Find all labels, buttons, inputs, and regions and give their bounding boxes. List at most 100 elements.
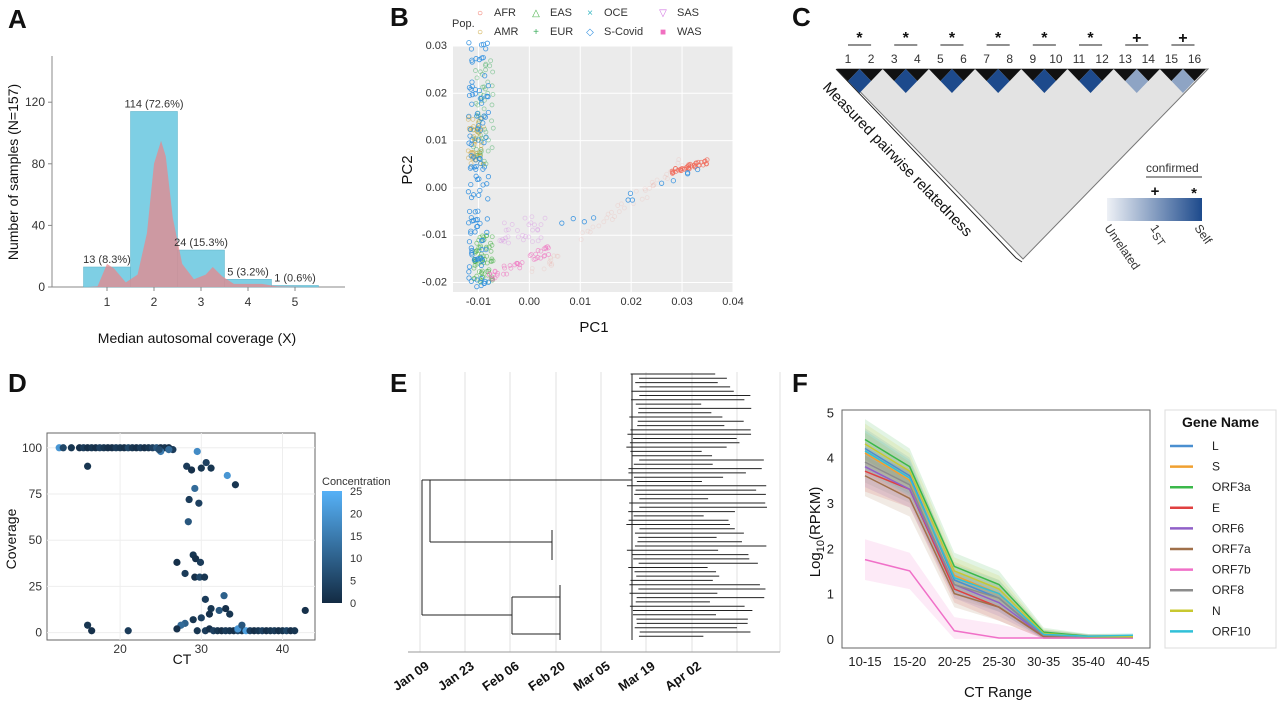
e-xtick-3: Feb 20 [525,658,567,694]
b-point-s-covid [483,46,489,52]
b-point-eur [489,118,494,124]
b-point-afr-trail [548,257,554,263]
b-point-s-covid-scatter [685,170,691,176]
d-point-2 [67,444,75,452]
a-x-label: Median autosomal coverage (X) [98,330,296,346]
f-line-ORF7b [864,558,1133,639]
f-y-label: Log10(RPKM) [807,487,827,578]
d-point-63 [193,627,201,635]
b-point-afr-trail [579,230,585,236]
b-point-s-covid [478,262,485,268]
f-ytick-3: 3 [827,496,834,511]
e-xtick-4: Mar 05 [570,658,612,694]
b-point-sas [501,238,507,244]
d-point-36 [207,464,215,472]
b-point-amr [471,142,477,148]
b-point-eas [486,244,492,250]
f-band-ORF7b [865,539,1133,639]
c-black-tri-5-0 [1067,69,1091,81]
c-pair-symbol-7: + [1178,30,1187,47]
b-point-s-covid [465,189,472,195]
c-index-15: 15 [1165,52,1179,66]
a-xtick-label-3: 3 [198,295,205,309]
a-xtick-label-1: 1 [104,295,111,309]
b-point-eas [484,253,490,259]
b-point-sas [501,220,507,226]
b-point-s-covid [474,216,481,223]
b-point-s-covid-scatter [695,166,701,173]
d-point-89 [238,621,246,629]
b-point-eas [476,248,482,254]
f-band-L [865,428,1133,639]
b-point-afr-trail [616,209,622,215]
d-legend-tick-10: 10 [350,553,362,565]
b-point-s-covid [485,174,492,180]
b-legend-label-AFR: AFR [494,7,516,19]
b-point-afr-trail [547,259,552,265]
b-point-afr-trail [609,217,615,222]
b-point-afr-trail [643,187,648,193]
b-point-was [507,263,513,268]
a-data-label-2: 114 (72.6%) [124,98,183,110]
b-point-was [501,263,507,269]
f-legend-label-ORF6: ORF6 [1212,521,1244,535]
a-ytick-label-80: 80 [32,157,46,171]
c-legend-unrelated: Unrelated [1102,222,1143,273]
b-point-amr [469,125,474,131]
f-legend-label-ORF8: ORF8 [1212,583,1244,597]
b-point-sas [535,238,541,244]
b-point-s-covid [485,279,491,285]
b-point-sas [538,222,544,227]
b-point-s-covid [467,208,473,215]
c-pair-symbol-0: * [856,30,863,47]
b-point-s-covid [466,113,472,119]
e-branch-lower [511,596,560,635]
c-index-14: 14 [1142,52,1156,66]
c-pair-cell-5 [1079,69,1103,93]
b-point-afr-trail [654,177,660,183]
b-point-eur [489,145,495,151]
b-point-afr-trail [551,253,557,259]
b-point-s-covid [478,255,484,261]
b-point-afr-trail [547,261,553,267]
b-point-sas [530,227,535,233]
c-black-tri-2-1 [952,69,975,81]
b-y-label: PC2 [399,155,416,184]
b-point-sas [538,235,544,241]
d-point-55 [226,610,234,618]
b-point-s-covid [477,220,483,227]
b-point-was [533,251,539,257]
b-point-eas [476,269,482,275]
b-point-afr-trail [630,201,636,207]
b-point-sas [505,234,511,240]
b-point-s-covid [468,164,474,170]
f-xtick-15-20: 15-20 [893,654,926,669]
b-point-was [492,275,498,281]
f-xtick-10-15: 10-15 [848,654,881,669]
c-pair-cell-7 [1171,69,1195,93]
b-ytick--0.01: -0.01 [422,229,447,241]
d-legend-tick-25: 25 [350,486,362,498]
f-ytick-1: 1 [827,587,834,602]
b-point-s-covid [468,278,474,284]
a-ytick-label-0: 0 [38,280,45,294]
c-pair-cell-1 [894,69,918,93]
b-point-eas [481,234,487,240]
b-point-sas [523,234,528,239]
b-point-was [531,256,537,262]
b-point-s-covid [466,140,472,146]
b-point-s-covid [483,246,489,253]
b-point-eur [485,148,491,154]
b-point-amr [479,140,484,145]
b-point-eas [478,259,484,265]
b-point-sas [515,234,521,240]
b-point-afr-trail [541,266,547,272]
f-x-ticks: 10-15 15-20 20-25 25-30 30-35 35-40 40-45 [848,654,1149,669]
b-legend-marker-AMR: ○ [477,27,483,38]
e-tree [421,373,767,640]
b-point-s-covid [481,164,488,170]
d-point-57 [205,610,214,618]
b-point-afr-trail [676,157,682,162]
c-index-2: 2 [868,52,875,66]
